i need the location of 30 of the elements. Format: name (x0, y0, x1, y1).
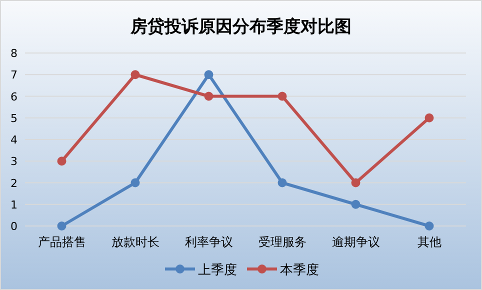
x-tick-label: 逾期争议 (332, 235, 380, 249)
point (351, 178, 360, 188)
point (57, 156, 66, 166)
point (130, 178, 140, 188)
point (57, 222, 66, 230)
y-tick-label: 0 (10, 220, 18, 233)
x-tick-label: 受理服务 (258, 235, 306, 249)
x-tick-label: 其他 (417, 235, 442, 249)
y-tick-label: 5 (10, 112, 18, 125)
x-tick-label: 产品搭售 (38, 235, 86, 249)
y-tick-label: 4 (10, 134, 18, 146)
legend-label: 本季度 (280, 262, 319, 278)
point (424, 113, 434, 122)
point (204, 70, 214, 80)
point (130, 70, 140, 80)
y-tick-label: 1 (10, 198, 18, 212)
legend-label: 上季度 (198, 262, 237, 278)
y-tick-label: 3 (10, 155, 18, 168)
x-tick-label: 利率争议 (184, 235, 233, 249)
point (351, 200, 360, 209)
y-tick-label: 7 (10, 68, 18, 82)
y-tick-label: 6 (10, 90, 18, 104)
y-tick-label: 8 (10, 47, 18, 60)
point (204, 92, 214, 101)
point (278, 92, 287, 101)
point (278, 178, 287, 188)
x-tick-label: 放款时长 (111, 235, 160, 249)
point (424, 222, 434, 230)
chart-title: 房贷投诉原因分布季度对比图 (130, 17, 352, 37)
y-tick-label: 2 (10, 176, 18, 190)
